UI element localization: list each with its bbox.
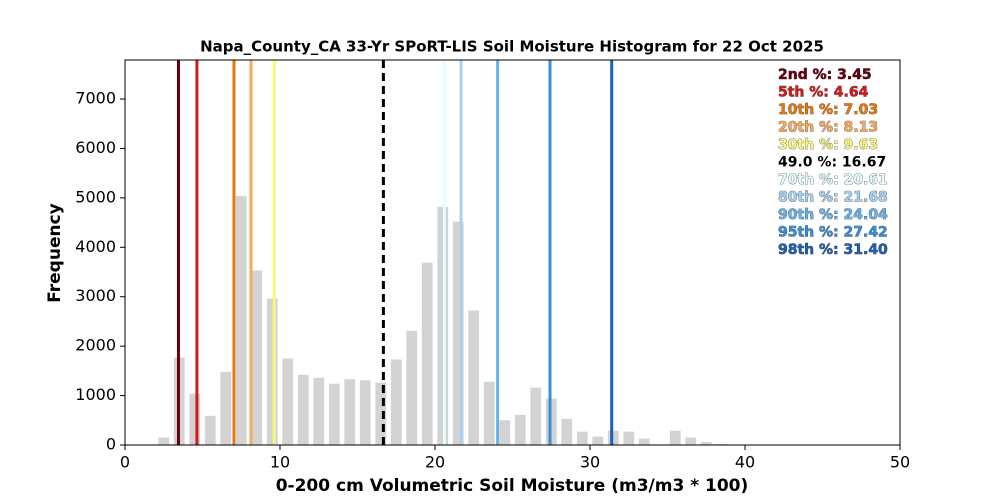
- y-tick-label: 3000: [75, 286, 116, 305]
- bar: [236, 196, 247, 445]
- bar: [608, 431, 619, 445]
- bar: [592, 437, 603, 445]
- y-tick-label: 7000: [75, 89, 116, 108]
- y-tick-label: 0: [106, 435, 116, 454]
- bar: [220, 372, 231, 445]
- x-tick-label: 40: [735, 453, 755, 472]
- bar: [158, 438, 169, 445]
- bar: [577, 432, 588, 445]
- chart-title: Napa_County_CA 33-Yr SPoRT-LIS Soil Mois…: [200, 38, 824, 56]
- percentile-label: 5th %: 4.64: [778, 85, 869, 101]
- bar: [282, 359, 293, 445]
- percentile-label: 30th %: 9.63: [778, 137, 878, 153]
- y-axis-label: Frequency: [45, 203, 65, 303]
- percentile-label: 49.0 %: 16.67: [778, 155, 886, 171]
- bar: [484, 382, 495, 445]
- percentile-label: 70th %: 20.61: [778, 172, 888, 188]
- bar: [530, 388, 541, 445]
- bar: [205, 416, 216, 445]
- x-tick-label: 50: [890, 453, 910, 472]
- bar: [329, 384, 340, 445]
- bar: [251, 271, 262, 445]
- x-tick-label: 0: [120, 453, 130, 472]
- bar: [685, 438, 696, 445]
- bar: [437, 207, 448, 445]
- bar: [623, 432, 634, 445]
- x-tick-label: 20: [425, 453, 445, 472]
- bar: [515, 415, 526, 445]
- y-tick-label: 6000: [75, 138, 116, 157]
- x-axis-label: 0-200 cm Volumetric Soil Moisture (m3/m3…: [276, 476, 749, 496]
- y-tick-label: 5000: [75, 187, 116, 206]
- percentile-label: 80th %: 21.68: [778, 190, 888, 206]
- bar: [391, 359, 402, 445]
- bar: [267, 299, 278, 445]
- bar: [406, 331, 417, 445]
- percentile-label: 10th %: 7.03: [778, 102, 878, 118]
- y-tick-label: 4000: [75, 237, 116, 256]
- bar: [298, 375, 309, 445]
- percentile-label: 2nd %: 3.45: [778, 67, 872, 83]
- bar: [313, 378, 324, 445]
- bar: [360, 380, 371, 445]
- bar: [561, 419, 572, 445]
- bar: [639, 439, 650, 445]
- x-tick-label: 10: [270, 453, 290, 472]
- bar: [344, 379, 355, 445]
- y-tick-label: 2000: [75, 336, 116, 355]
- y-tick-label: 1000: [75, 385, 116, 404]
- bar: [189, 394, 200, 445]
- x-tick-label: 30: [580, 453, 600, 472]
- bar: [468, 311, 479, 445]
- percentile-label: 98th %: 31.40: [778, 242, 888, 258]
- bar: [499, 420, 510, 445]
- bar: [670, 431, 681, 445]
- percentile-label: 20th %: 8.13: [778, 120, 878, 136]
- percentile-label: 90th %: 24.04: [778, 207, 888, 223]
- percentile-label: 95th %: 27.42: [778, 225, 888, 241]
- bar: [422, 263, 433, 445]
